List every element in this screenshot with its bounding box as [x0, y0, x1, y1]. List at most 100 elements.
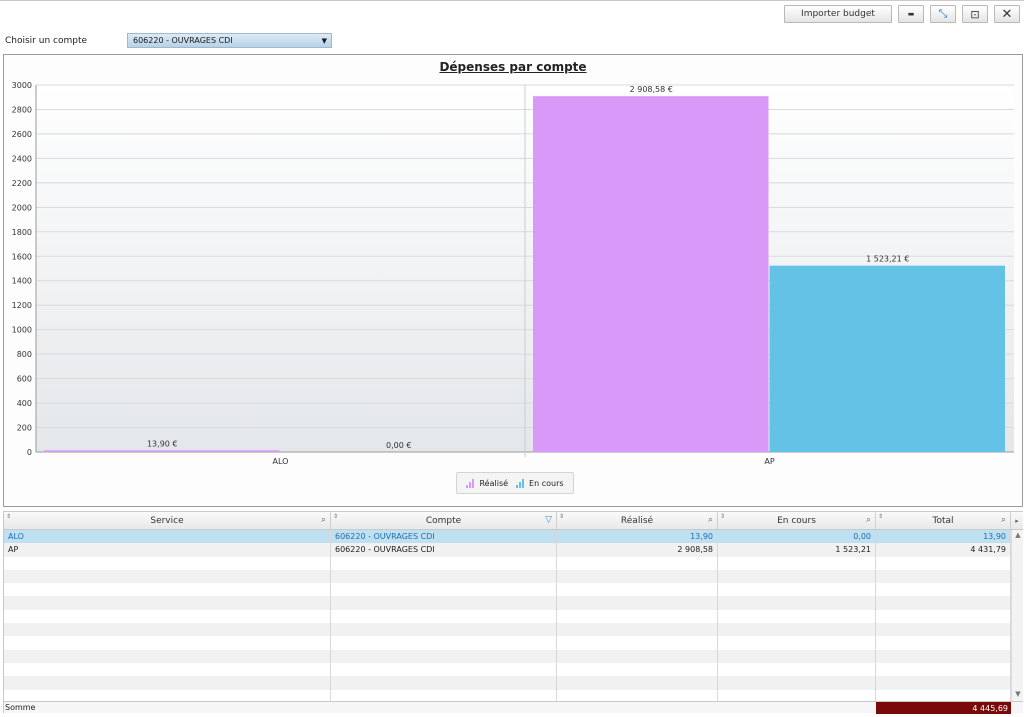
- column-header-realise[interactable]: ⇕ Réalisé ⌕: [557, 512, 718, 529]
- column-header-service[interactable]: ⇕ Service ⌕: [4, 512, 331, 529]
- cell-compte: 606220 - OUVRAGES CDI: [331, 530, 557, 544]
- scroll-up-icon[interactable]: ▲: [1015, 531, 1021, 539]
- y-tick-label: 0: [27, 448, 32, 457]
- restore-button[interactable]: ⊡: [962, 5, 988, 23]
- search-icon[interactable]: ⌕: [320, 515, 326, 525]
- search-icon[interactable]: ⌕: [865, 515, 871, 525]
- empty-table-row: [4, 676, 1011, 690]
- legend-label-en-cours: En cours: [529, 478, 564, 488]
- table-row[interactable]: AP 606220 - OUVRAGES CDI 2 908,58 1 523,21 4…: [4, 543, 1011, 557]
- sort-icon: ⇕: [878, 513, 884, 520]
- cell-service: [4, 689, 331, 703]
- cell-total: 4 431,79: [876, 543, 1011, 557]
- cell-total: [876, 556, 1011, 570]
- cell-service: [4, 569, 331, 584]
- close-button[interactable]: ✕: [994, 5, 1020, 23]
- y-tick-label: 800: [17, 350, 32, 359]
- cell-service: [4, 556, 331, 570]
- cell-total: [876, 596, 1011, 610]
- cell-en-cours: 0,00: [718, 530, 876, 544]
- column-header-en-cours[interactable]: ⇕ En cours ⌕: [718, 512, 876, 529]
- column-label-realise: Réalisé: [620, 515, 654, 526]
- compress-icon: ⤡: [938, 7, 948, 20]
- cell-realise: [557, 623, 718, 637]
- cell-en-cours: [718, 569, 876, 584]
- empty-table-row: [4, 689, 1011, 703]
- search-icon[interactable]: ⌕: [707, 515, 713, 525]
- chevron-down-icon: ▼: [321, 37, 327, 45]
- y-tick-label: 2400: [12, 154, 32, 163]
- cell-compte: [331, 636, 557, 650]
- cell-realise: [557, 649, 718, 663]
- cell-compte: [331, 623, 557, 637]
- cell-realise: 2 908,58: [557, 543, 718, 557]
- table-row[interactable]: ALO 606220 - OUVRAGES CDI 13,90 0,00 13,90: [4, 530, 1011, 544]
- data-label: 1 523,21 €: [866, 255, 909, 264]
- compress-button[interactable]: ⤡: [930, 5, 956, 23]
- cell-realise: [557, 689, 718, 703]
- empty-table-row: [4, 569, 1011, 584]
- y-tick-label: 2200: [12, 179, 32, 188]
- empty-table-row: [4, 623, 1011, 637]
- y-tick-label: 2800: [12, 105, 32, 114]
- legend-item-en-cours[interactable]: En cours: [516, 478, 564, 488]
- grid-footer: Somme 4 445,69: [4, 701, 1023, 714]
- bar-chart-icon: [516, 478, 525, 488]
- column-chooser-button[interactable]: ▸: [1011, 512, 1023, 530]
- cell-compte: [331, 596, 557, 610]
- y-tick-label: 2000: [12, 203, 32, 212]
- bar-réalisé-ap: [533, 96, 769, 452]
- cell-service: AP: [4, 543, 331, 557]
- filter-icon[interactable]: ▽: [545, 515, 552, 525]
- column-label-total: Total: [932, 515, 954, 526]
- bar-chart-icon: [466, 478, 475, 488]
- cell-service: ALO: [4, 530, 331, 544]
- cell-service: [4, 676, 331, 690]
- chart-legend: Réalisé En cours: [456, 472, 574, 494]
- y-tick-label: 1600: [12, 252, 32, 261]
- empty-table-row: [4, 636, 1011, 650]
- cell-compte: 606220 - OUVRAGES CDI: [331, 543, 557, 557]
- legend-item-realise[interactable]: Réalisé: [466, 478, 508, 488]
- chart-title: Dépenses par compte: [439, 60, 587, 74]
- column-header-total[interactable]: ⇕ Total ⌕: [876, 512, 1011, 529]
- cell-compte: [331, 556, 557, 570]
- x-tick-label: AP: [764, 457, 774, 466]
- cell-compte: [331, 676, 557, 690]
- cell-compte: [331, 609, 557, 624]
- grid-rows: ALO 606220 - OUVRAGES CDI 13,90 0,00 13,90 AP…: [4, 530, 1011, 703]
- cell-realise: [557, 662, 718, 677]
- minimize-button[interactable]: ▬: [898, 5, 924, 23]
- cell-en-cours: [718, 596, 876, 610]
- cell-en-cours: 1 523,21: [718, 543, 876, 557]
- empty-table-row: [4, 596, 1011, 610]
- close-icon: ✕: [1001, 6, 1013, 22]
- vertical-scrollbar[interactable]: ▲ ▼: [1011, 530, 1023, 701]
- column-header-compte[interactable]: ⇕ Compte ▽: [331, 512, 557, 529]
- y-tick-label: 400: [17, 399, 32, 408]
- y-tick-label: 1000: [12, 326, 32, 335]
- cell-service: [4, 649, 331, 663]
- empty-table-row: [4, 556, 1011, 570]
- data-label: 2 908,58 €: [630, 85, 673, 94]
- account-select[interactable]: 606220 - OUVRAGES CDI ▼: [127, 33, 332, 48]
- cell-total: [876, 662, 1011, 677]
- bar-en-cours-ap: [769, 265, 1005, 452]
- import-budget-button[interactable]: Importer budget: [784, 5, 892, 23]
- cell-compte: [331, 689, 557, 703]
- y-tick-label: 2600: [12, 130, 32, 139]
- cell-en-cours: [718, 583, 876, 597]
- cell-compte: [331, 569, 557, 584]
- y-tick-label: 200: [17, 424, 32, 433]
- cell-compte: [331, 649, 557, 663]
- cell-total: [876, 623, 1011, 637]
- cell-total: [876, 609, 1011, 624]
- scroll-down-icon[interactable]: ▼: [1015, 690, 1021, 698]
- search-icon[interactable]: ⌕: [1000, 515, 1006, 525]
- cell-service: [4, 636, 331, 650]
- restore-icon: ⊡: [970, 7, 980, 21]
- y-tick-label: 1400: [12, 277, 32, 286]
- cell-en-cours: [718, 662, 876, 677]
- sort-icon: ⇕: [333, 513, 339, 520]
- cell-en-cours: [718, 649, 876, 663]
